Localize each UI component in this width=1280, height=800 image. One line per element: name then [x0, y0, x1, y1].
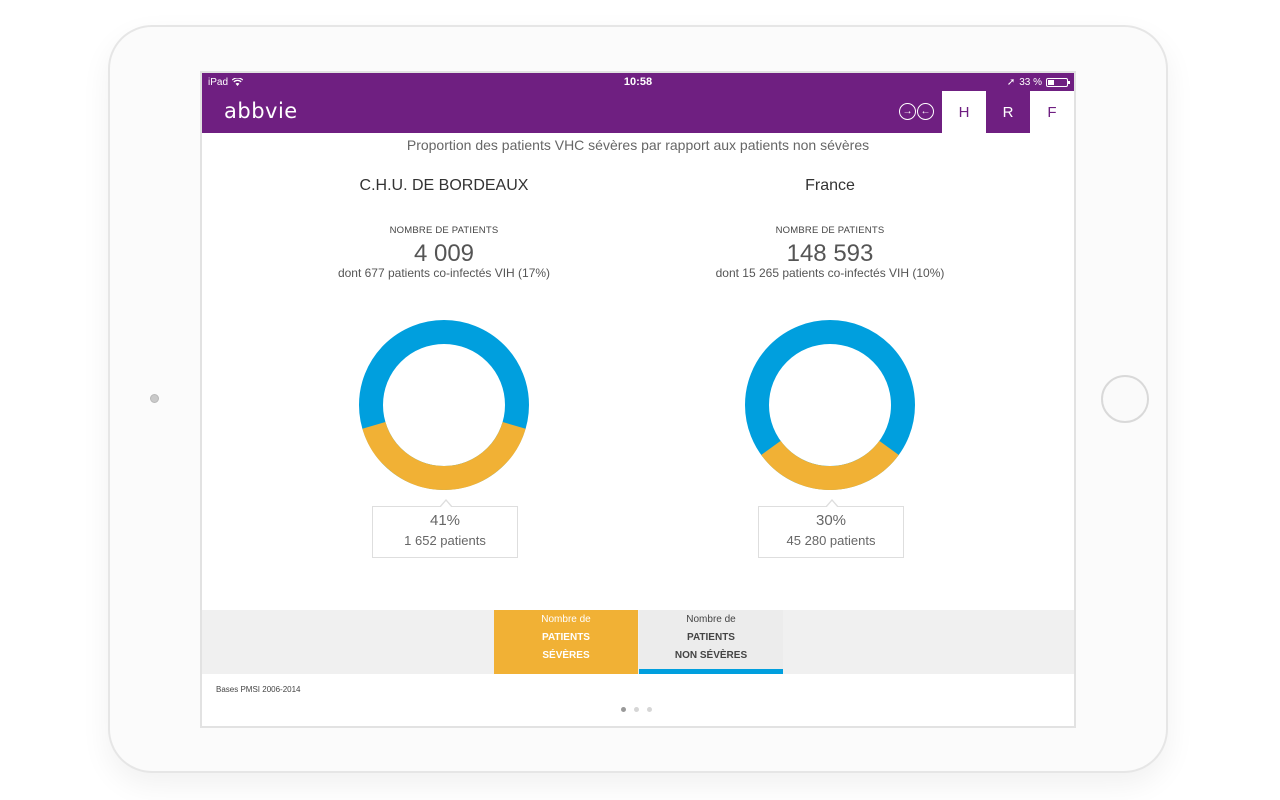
page-dot[interactable]	[647, 707, 652, 712]
count-label: NOMBRE DE PATIENTS	[389, 225, 499, 236]
wifi-icon	[232, 78, 244, 86]
legend-line: Nombre de	[686, 614, 736, 625]
severe-arc	[761, 440, 899, 490]
app-header: abbvie → ← H R F	[202, 91, 1074, 133]
severe-percent: 30%	[815, 512, 847, 529]
patient-count: 148 593	[786, 240, 874, 267]
status-left: iPad	[208, 77, 408, 88]
page-indicator	[621, 707, 652, 712]
page-dot[interactable]	[634, 707, 639, 712]
tab-bar: H R F	[942, 91, 1074, 133]
tab-h[interactable]: H	[942, 91, 986, 133]
nav-arrows: → ←	[899, 103, 934, 120]
tab-r[interactable]: R	[1002, 103, 1014, 121]
panel-france: France NOMBRE DE PATIENTS 148 593 dont 1…	[680, 177, 980, 280]
legend-bar: Nombre de PATIENTS SÉVÈRES Nombre de PAT…	[202, 610, 1074, 674]
legend-line: PATIENTS	[542, 632, 590, 643]
home-button[interactable]	[1101, 375, 1149, 423]
donut-chart-bordeaux	[359, 320, 529, 490]
donut-chart-france	[745, 320, 915, 490]
location-icon: ➚	[1006, 76, 1016, 88]
device-name: iPad	[208, 76, 229, 88]
source-note: Bases PMSI 2006-2014	[216, 685, 301, 694]
callout-france: 30% 45 280 patients	[758, 499, 904, 558]
camera-icon	[150, 394, 159, 403]
battery-icon	[1046, 77, 1070, 87]
abbvie-logo: abbvie	[224, 99, 298, 123]
forward-arrow-icon[interactable]: →	[899, 103, 916, 120]
battery-percent: 33 %	[1019, 76, 1042, 88]
legend-severe-button[interactable]: Nombre de PATIENTS SÉVÈRES	[494, 610, 638, 674]
severe-patients: 45 280 patients	[786, 533, 876, 548]
legend-line: NON SÉVÈRES	[674, 650, 748, 661]
severe-percent: 41%	[429, 512, 461, 529]
callout-bordeaux: 41% 1 652 patients	[372, 499, 518, 558]
coinfected-text: dont 15 265 patients co-infectés VIH (10…	[715, 266, 945, 280]
back-arrow-icon[interactable]: ←	[917, 103, 934, 120]
screen: iPad 10:58 ➚ 33 % abbvie → ← H R F Propo…	[200, 71, 1076, 728]
legend-line: SÉVÈRES	[542, 650, 590, 661]
severe-arc	[362, 421, 526, 490]
severe-patients: 1 652 patients	[404, 533, 486, 548]
page-title: Proportion des patients VHC sévères par …	[406, 137, 870, 153]
panel-title: C.H.U. DE BORDEAUX	[359, 177, 529, 194]
panel-bordeaux: C.H.U. DE BORDEAUX NOMBRE DE PATIENTS 4 …	[294, 177, 594, 280]
legend-line: Nombre de	[541, 614, 591, 625]
panel-title: France	[805, 177, 855, 194]
page-dot[interactable]	[621, 707, 626, 712]
status-time: 10:58	[623, 76, 653, 88]
legend-line: PATIENTS	[687, 632, 735, 643]
coinfected-text: dont 677 patients co-infectés VIH (17%)	[337, 266, 551, 280]
count-label: NOMBRE DE PATIENTS	[775, 225, 885, 236]
patient-count: 4 009	[413, 240, 475, 267]
tab-f[interactable]: F	[1030, 91, 1074, 133]
status-right: ➚ 33 %	[868, 76, 1070, 88]
battery-fill	[1048, 79, 1054, 85]
status-bar: iPad 10:58 ➚ 33 %	[202, 73, 1074, 91]
legend-non-severe-button[interactable]: Nombre de PATIENTS NON SÉVÈRES	[639, 610, 783, 674]
